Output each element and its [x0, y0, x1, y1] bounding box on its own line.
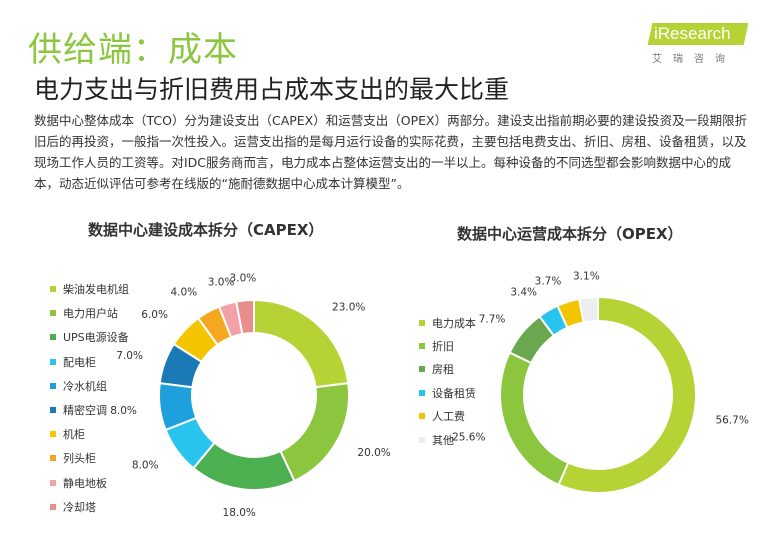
- capex-legend-item-8: 静电地板: [50, 471, 129, 495]
- capex-data-label-0: 23.0%: [332, 301, 365, 313]
- capex-data-label-1: 20.0%: [357, 447, 390, 459]
- opex-legend-label-1: 折旧: [432, 340, 454, 354]
- opex-legend-swatch-3: [419, 389, 425, 396]
- capex-legend-label-6: 机柜: [63, 428, 85, 442]
- capex-legend-swatch-5: [50, 407, 56, 414]
- capex-legend-swatch-3: [50, 358, 56, 365]
- opex-data-label-0: 56.7%: [715, 415, 748, 427]
- opex-data-label-2: 7.7%: [479, 314, 506, 326]
- opex-legend-item-4: 人工费: [419, 405, 476, 428]
- capex-legend-item-4: 冷水机组: [50, 374, 129, 398]
- capex-legend-swatch-1: [50, 310, 56, 317]
- capex-legend-label-7: 列头柜: [63, 452, 96, 466]
- capex-legend-label-9: 冷却塔: [63, 500, 96, 514]
- capex-legend-item-2: UPS电源设备: [50, 325, 129, 349]
- logo-text: iResearch: [654, 24, 731, 43]
- capex-legend-item-7: 列头柜: [50, 446, 129, 470]
- capex-legend-label-0: 柴油发电机组: [63, 283, 129, 297]
- capex-legend-swatch-0: [50, 286, 56, 293]
- capex-data-label-3: 8.0%: [132, 459, 159, 471]
- capex-legend-swatch-8: [50, 479, 56, 486]
- capex-legend-label-8: 静电地板: [63, 476, 107, 490]
- section-title: 供给端：成本: [28, 30, 238, 70]
- opex-legend-label-5: 其他: [432, 433, 454, 447]
- capex-legend-swatch-7: [50, 455, 56, 462]
- opex-legend-swatch-1: [419, 343, 425, 350]
- opex-legend-swatch-5: [419, 436, 425, 443]
- iresearch-logo: iResearch 艾瑞咨询: [647, 20, 749, 70]
- capex-legend-item-1: 电力用户站: [50, 301, 129, 325]
- opex-legend-label-0: 电力成本: [432, 316, 476, 330]
- capex-legend-item-0: 柴油发电机组: [50, 277, 129, 301]
- opex-legend-label-3: 设备租赁: [432, 386, 476, 400]
- opex-legend-label-4: 人工费: [432, 410, 465, 424]
- capex-legend-label-4: 冷水机组: [63, 379, 107, 393]
- capex-data-label-6: 6.0%: [141, 309, 168, 321]
- capex-legend-label-5: 精密空调: [63, 404, 107, 418]
- capex-legend: 柴油发电机组 电力用户站 UPS电源设备 配电柜冷水机组精密空调机柜列头柜静电地板冷却…: [50, 277, 129, 519]
- opex-legend-swatch-4: [419, 413, 425, 420]
- capex-data-label-9: 3.0%: [230, 273, 257, 285]
- opex-data-label-4: 3.7%: [535, 276, 562, 288]
- capex-legend-swatch-4: [50, 382, 56, 389]
- opex-chart-title: 数据中心运营成本拆分（OPEX）: [457, 225, 683, 243]
- opex-legend-swatch-2: [419, 366, 425, 373]
- opex-data-label-3: 3.4%: [510, 287, 537, 299]
- opex-legend-item-0: 电力成本: [419, 311, 476, 334]
- capex-legend-item-5: 精密空调: [50, 398, 129, 422]
- capex-chart-title: 数据中心建设成本拆分（CAPEX）: [88, 221, 324, 239]
- opex-legend-item-5: 其他: [419, 428, 476, 451]
- capex-legend-item-6: 机柜: [50, 422, 129, 446]
- capex-data-label-4: 8.0%: [110, 405, 137, 417]
- opex-data-label-1: 25.6%: [452, 432, 485, 444]
- capex-legend-label-1: 电力用户站: [63, 307, 118, 321]
- opex-legend: 电力成本折旧房租设备租赁人工费其他: [419, 311, 476, 451]
- capex-legend-swatch-6: [50, 431, 56, 438]
- capex-data-label-2: 18.0%: [223, 507, 256, 519]
- capex-data-label-7: 4.0%: [170, 287, 197, 299]
- opex-legend-item-3: 设备租赁: [419, 381, 476, 404]
- capex-legend-swatch-9: [50, 503, 56, 510]
- capex-data-label-8: 3.0%: [208, 277, 235, 289]
- capex-slice-9: [235, 298, 255, 336]
- capex-legend-item-9: 冷却塔: [50, 495, 129, 519]
- opex-legend-swatch-0: [419, 319, 425, 326]
- opex-legend-item-1: 折旧: [419, 334, 476, 357]
- capex-legend-swatch-2: [50, 334, 56, 341]
- capex-data-label-5: 7.0%: [116, 350, 143, 362]
- description-paragraph: 数据中心整体成本（TCO）分为建设支出（CAPEX）和运营支出（OPEX）两部分…: [34, 113, 748, 191]
- opex-legend-item-2: 房租: [419, 358, 476, 381]
- page-headline: 电力支出与折旧费用占成本支出的最大比重: [34, 75, 510, 104]
- opex-slice-5: [577, 295, 599, 324]
- capex-legend-label-3: 配电柜: [63, 355, 96, 369]
- logo-subtitle: 艾瑞咨询: [652, 54, 736, 65]
- capex-legend-label-2: UPS电源设备: [63, 331, 129, 345]
- opex-legend-label-2: 房租: [432, 363, 454, 377]
- opex-slice-1: [499, 351, 570, 487]
- capex-legend-item-3: 配电柜: [50, 350, 129, 374]
- opex-data-label-5: 3.1%: [573, 271, 600, 283]
- opex-slice-0: [557, 295, 697, 494]
